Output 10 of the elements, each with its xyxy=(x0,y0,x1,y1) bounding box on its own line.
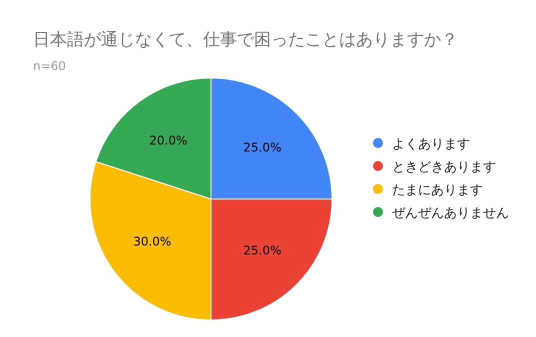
data-label: 20.0% xyxy=(149,133,188,148)
data-label: 30.0% xyxy=(133,234,172,249)
legend-label: たまにあります xyxy=(392,183,483,198)
legend-label: よくあります xyxy=(392,137,470,152)
chart-subtitle: n=60 xyxy=(33,59,66,73)
data-label: 25.0% xyxy=(243,243,282,258)
data-label: 25.0% xyxy=(243,140,282,155)
chart-title: 日本語が通じなくて、仕事で困ったことはありますか？ xyxy=(33,30,458,50)
legend-label: ときどきあります xyxy=(392,160,496,175)
legend-label: ぜんぜんありません xyxy=(392,206,509,221)
